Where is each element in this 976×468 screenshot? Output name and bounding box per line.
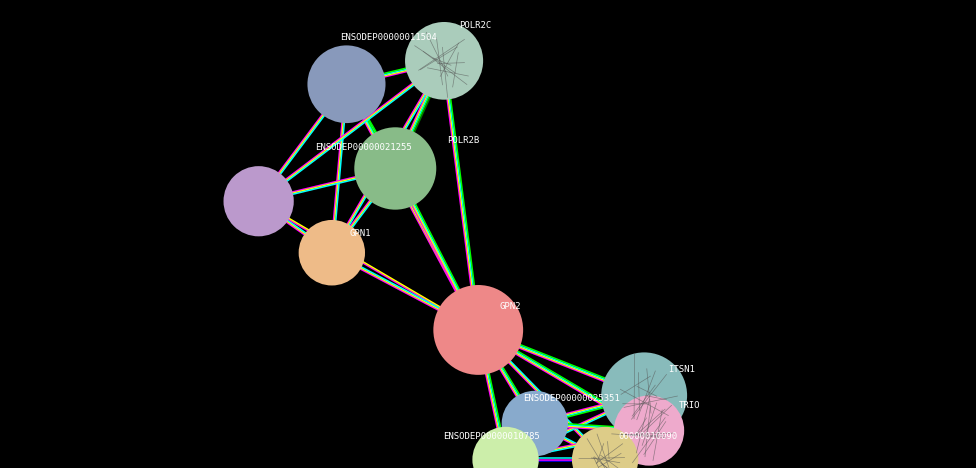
Ellipse shape <box>224 166 294 236</box>
Ellipse shape <box>502 391 568 456</box>
Text: POLR2C: POLR2C <box>459 21 491 30</box>
Text: ENSODEP00000021255: ENSODEP00000021255 <box>315 143 412 152</box>
Text: GPN2: GPN2 <box>500 302 521 311</box>
Text: ENSODEP00000025351: ENSODEP00000025351 <box>523 394 620 403</box>
Text: GPN1: GPN1 <box>349 229 371 239</box>
Text: POLR2B: POLR2B <box>447 136 479 145</box>
Ellipse shape <box>601 352 687 439</box>
Ellipse shape <box>572 427 638 468</box>
Ellipse shape <box>405 22 483 100</box>
Text: ENSODEP00000011504: ENSODEP00000011504 <box>340 33 436 42</box>
Ellipse shape <box>299 220 365 285</box>
Ellipse shape <box>433 285 523 375</box>
Ellipse shape <box>472 427 539 468</box>
Ellipse shape <box>307 45 386 123</box>
Text: 00000010090: 00000010090 <box>619 431 678 441</box>
Ellipse shape <box>354 127 436 210</box>
Text: TRIO: TRIO <box>678 401 700 410</box>
Text: ITSN1: ITSN1 <box>669 365 696 374</box>
Ellipse shape <box>614 395 684 466</box>
Text: ENSODEP00000010785: ENSODEP00000010785 <box>443 431 540 441</box>
